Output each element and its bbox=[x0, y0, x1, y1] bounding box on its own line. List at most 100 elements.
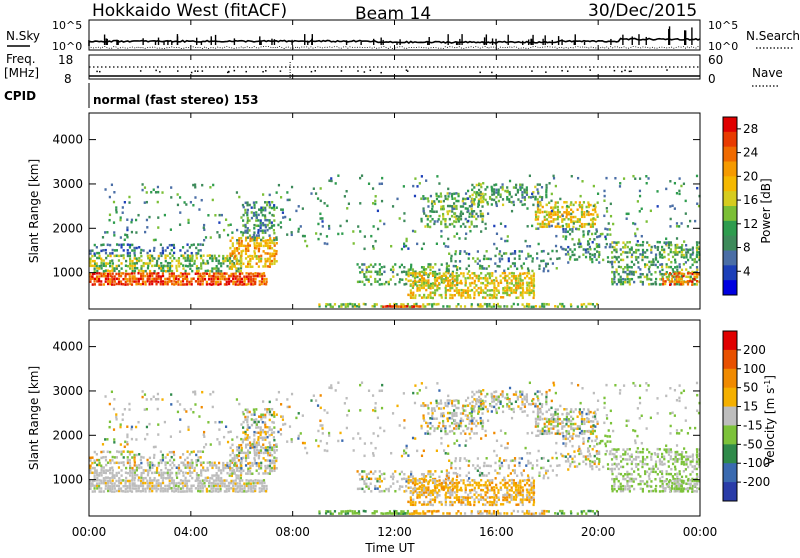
power-cell bbox=[423, 266, 425, 269]
power-cell bbox=[276, 242, 278, 245]
power-cell bbox=[669, 205, 671, 208]
power-cell bbox=[136, 247, 138, 250]
velocity-cell bbox=[236, 464, 238, 467]
velocity-cell bbox=[114, 487, 116, 490]
velocity-cell bbox=[216, 438, 218, 441]
power-cell bbox=[465, 280, 467, 283]
power-cell bbox=[650, 210, 652, 213]
power-cell bbox=[248, 273, 250, 276]
velocity-cell bbox=[182, 453, 184, 456]
velocity-cell bbox=[275, 460, 277, 463]
power-cell bbox=[465, 292, 467, 295]
velocity-cell bbox=[200, 462, 202, 465]
velocity-cell bbox=[263, 482, 265, 485]
power-cell bbox=[149, 257, 151, 260]
velocity-cell bbox=[248, 485, 250, 488]
power-cell bbox=[140, 272, 142, 275]
power-cell bbox=[583, 216, 585, 219]
velocity-cell bbox=[113, 398, 115, 401]
velocity-cell bbox=[361, 476, 363, 479]
power-cell bbox=[240, 231, 242, 234]
power-cell bbox=[340, 303, 342, 306]
velocity-cell bbox=[256, 446, 258, 449]
velocity-cell bbox=[211, 477, 213, 480]
power-cell bbox=[480, 191, 482, 194]
power-cell bbox=[460, 305, 462, 308]
velocity-cell bbox=[251, 413, 253, 416]
power-cell bbox=[458, 215, 460, 218]
velocity-cell bbox=[533, 491, 535, 494]
power-cell bbox=[98, 265, 100, 268]
velocity-cell bbox=[434, 499, 436, 502]
power-cell bbox=[432, 272, 434, 275]
power-cell bbox=[403, 270, 405, 273]
velocity-cell bbox=[266, 449, 268, 452]
velocity-cell bbox=[107, 476, 109, 479]
power-cell bbox=[175, 275, 177, 278]
power-cell bbox=[434, 263, 436, 266]
velocity-cell bbox=[456, 496, 458, 499]
power-cell bbox=[589, 246, 591, 249]
power-cell bbox=[472, 194, 474, 197]
velocity-cell bbox=[175, 472, 177, 475]
power-cell bbox=[400, 305, 402, 308]
velocity-cell bbox=[146, 433, 148, 436]
power-cell bbox=[471, 289, 473, 292]
power-cell bbox=[330, 305, 332, 308]
velocity-cell bbox=[473, 501, 475, 504]
power-cell bbox=[111, 265, 113, 268]
velocity-cell bbox=[124, 446, 126, 449]
power-cell bbox=[464, 250, 466, 253]
power-cell bbox=[535, 305, 537, 308]
power-cell bbox=[535, 218, 537, 221]
velocity-cell bbox=[510, 472, 512, 475]
velocity-cell bbox=[291, 438, 293, 441]
velocity-cell bbox=[96, 469, 98, 472]
velocity-cell bbox=[118, 480, 120, 483]
power-cell bbox=[187, 221, 189, 224]
power-cell bbox=[487, 258, 489, 261]
velocity-cell bbox=[156, 482, 158, 485]
power-cell bbox=[414, 195, 416, 198]
power-cell bbox=[496, 280, 498, 283]
power-cell bbox=[453, 205, 455, 208]
power-cell bbox=[669, 180, 671, 183]
velocity-cell bbox=[522, 486, 524, 489]
velocity-cell bbox=[449, 486, 451, 489]
power-cell bbox=[210, 280, 212, 283]
power-cell bbox=[251, 217, 253, 220]
power-cell bbox=[515, 282, 517, 285]
power-cell bbox=[131, 268, 133, 271]
velocity-cell bbox=[256, 423, 258, 426]
power-cell bbox=[129, 252, 131, 255]
velocity-cell bbox=[456, 484, 458, 487]
power-cell bbox=[667, 278, 669, 281]
velocity-cell bbox=[420, 404, 422, 407]
power-cell bbox=[232, 283, 234, 286]
velocity-cell bbox=[410, 479, 412, 482]
velocity-cell bbox=[134, 482, 136, 485]
power-cell bbox=[618, 261, 620, 264]
velocity-cell bbox=[538, 471, 540, 474]
power-cell bbox=[155, 283, 157, 286]
power-cell bbox=[363, 248, 365, 251]
power-cell bbox=[577, 243, 579, 246]
power-cell bbox=[559, 226, 561, 229]
velocity-cell bbox=[231, 444, 233, 447]
velocity-cell bbox=[446, 474, 448, 477]
cpid-label: CPID bbox=[4, 89, 36, 103]
power-cell bbox=[412, 284, 414, 287]
velocity-cell bbox=[269, 452, 271, 455]
velocity-cell bbox=[164, 461, 166, 464]
velocity-cell bbox=[153, 456, 155, 459]
power-cell bbox=[103, 270, 105, 273]
power-cell bbox=[490, 258, 492, 261]
velocity-cell bbox=[427, 430, 429, 433]
power-cell bbox=[540, 204, 542, 207]
power-cell bbox=[501, 258, 503, 261]
power-cell bbox=[134, 249, 136, 252]
power-cell bbox=[528, 277, 530, 280]
velocity-cell bbox=[94, 485, 96, 488]
power-cell bbox=[537, 201, 539, 204]
velocity-cell bbox=[238, 403, 240, 406]
